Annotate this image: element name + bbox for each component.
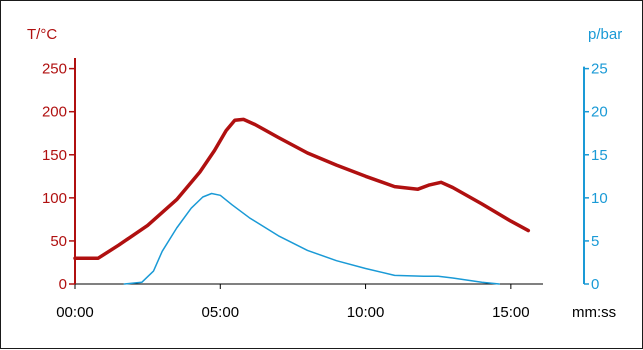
right-tick-label: 10 bbox=[591, 190, 608, 207]
axes-layer: 00:00 05:00 10:00 15:00 0 50 100 150 200 250 0 5 10 1… bbox=[42, 58, 608, 321]
temperature-series-line bbox=[73, 117, 531, 260]
x-tick-label: 05:00 bbox=[202, 304, 240, 321]
x-tick-label: 00:00 bbox=[56, 304, 94, 321]
right-tick-label: 20 bbox=[591, 104, 608, 121]
x-axis-unit-label: mm:ss bbox=[572, 304, 616, 321]
pressure-series-line bbox=[123, 192, 500, 285]
series-layer bbox=[73, 117, 531, 285]
x-tick-label: 10:00 bbox=[347, 304, 385, 321]
left-tick-label: 250 bbox=[42, 61, 67, 78]
left-tick-label: 0 bbox=[59, 276, 67, 293]
right-axis-title: p/bar bbox=[588, 26, 622, 43]
left-tick-label: 150 bbox=[42, 147, 67, 164]
left-tick-label: 100 bbox=[42, 190, 67, 207]
left-tick-label: 200 bbox=[42, 104, 67, 121]
right-tick-label: 25 bbox=[591, 61, 608, 78]
x-tick-label: 15:00 bbox=[492, 304, 530, 321]
right-tick-label: 15 bbox=[591, 147, 608, 164]
left-axis-title: T/°C bbox=[27, 26, 57, 43]
right-tick-label: 0 bbox=[591, 276, 599, 293]
left-tick-label: 50 bbox=[50, 233, 67, 250]
right-tick-label: 5 bbox=[591, 233, 599, 250]
